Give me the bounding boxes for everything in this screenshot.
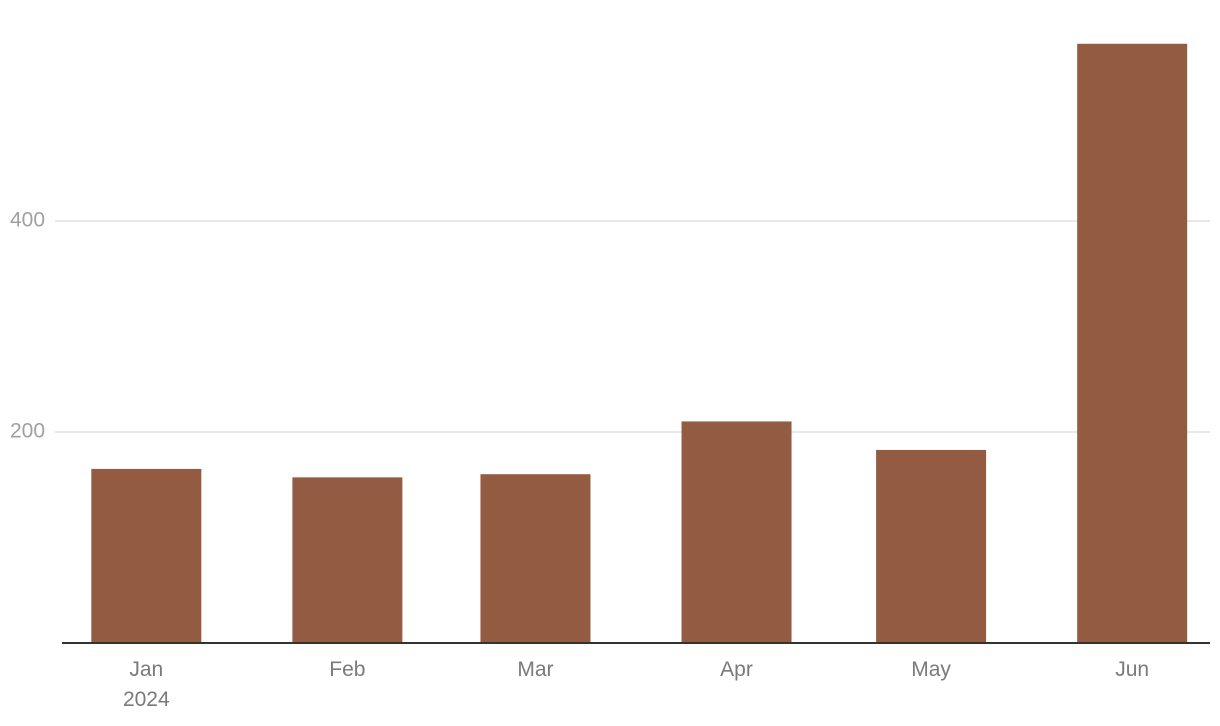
bar (876, 449, 987, 643)
bar (681, 421, 792, 643)
x-tick-label: Jan 2024 (122, 658, 170, 711)
x-tick-label: Apr (720, 658, 753, 681)
x-tick-label: Mar (517, 658, 554, 681)
bar (1077, 43, 1188, 643)
x-tick-label: May (911, 658, 951, 681)
y-tick-label: 400 (10, 209, 45, 232)
bar (292, 477, 403, 643)
x-tick-label: Feb (329, 658, 366, 681)
bar (91, 468, 202, 643)
y-tick-label: 200 (10, 420, 45, 443)
bar (480, 474, 591, 643)
x-tick-label: Jun (1115, 658, 1150, 681)
